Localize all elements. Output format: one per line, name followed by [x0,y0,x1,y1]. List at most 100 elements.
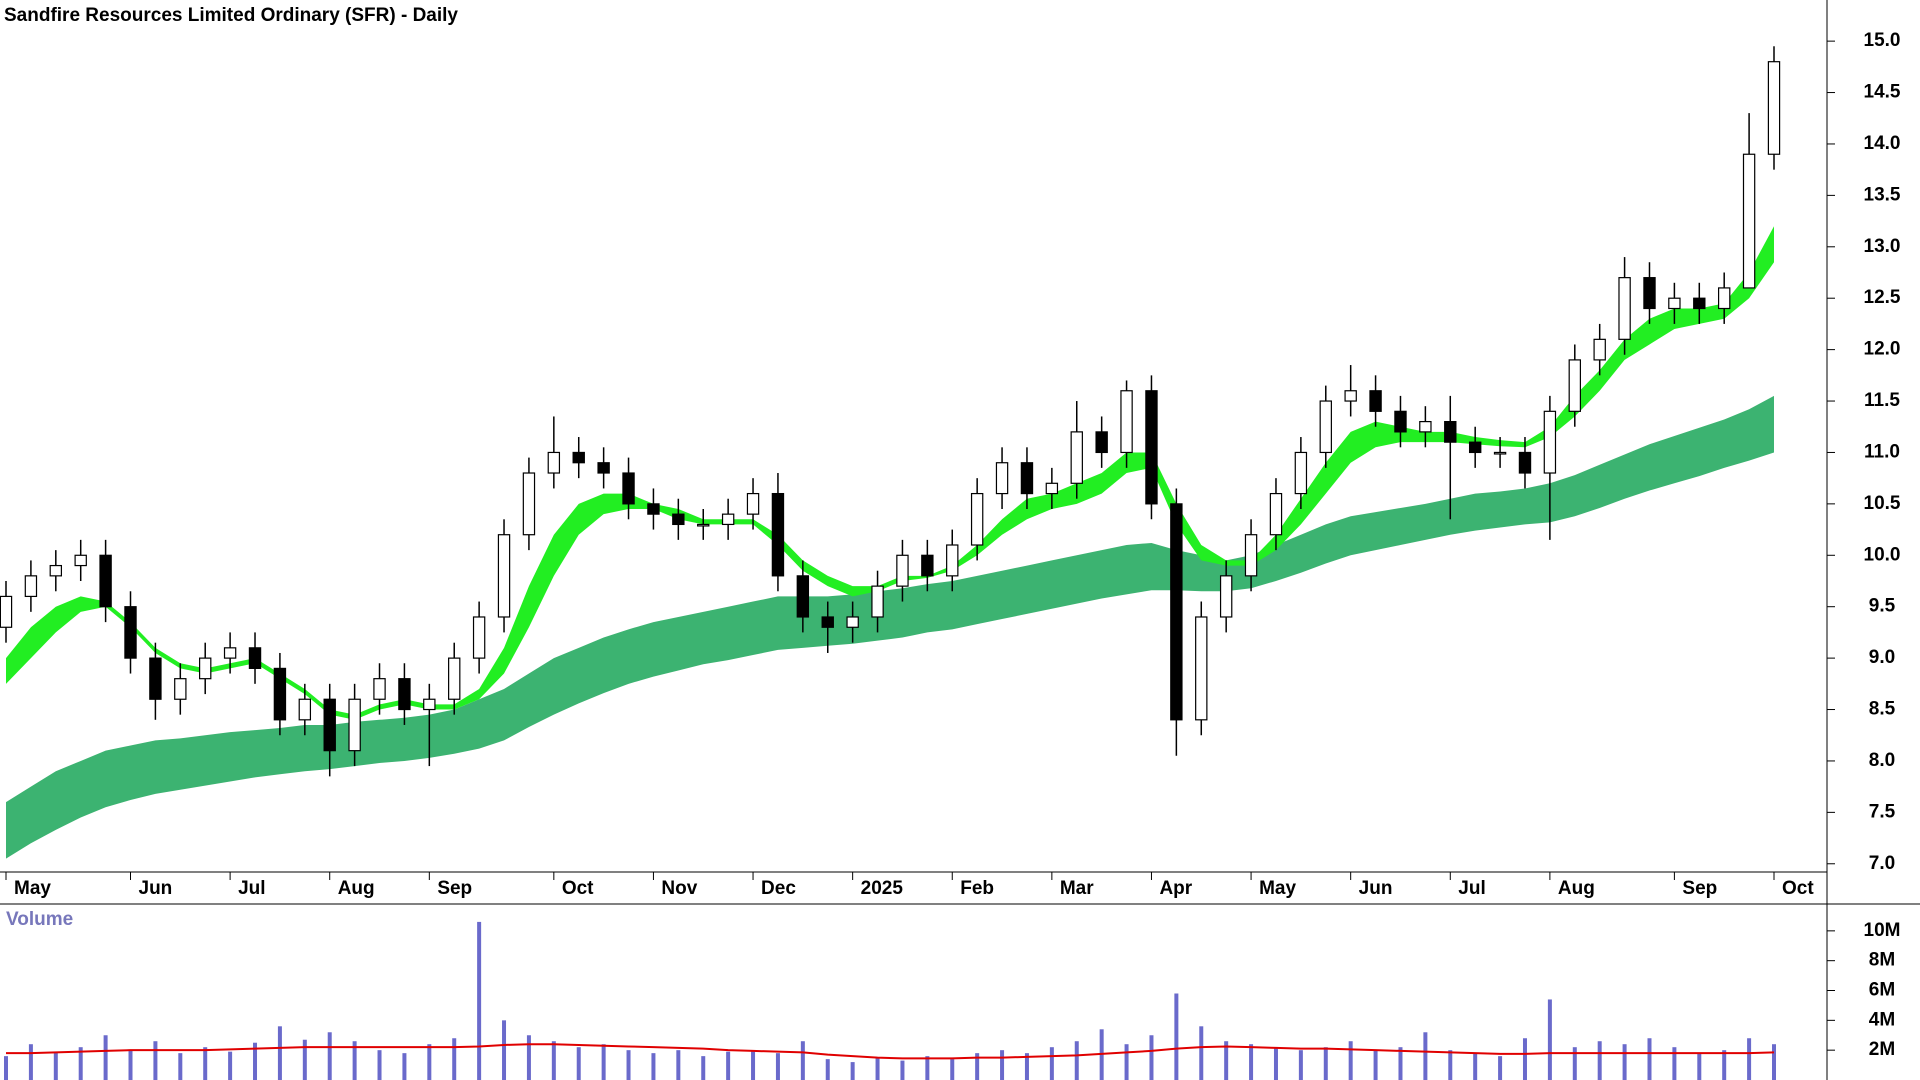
x-tick-label: Sep [437,878,472,899]
candle-body [348,698,361,752]
candle-body [124,606,137,659]
volume-bar [153,1041,158,1080]
volume-bar [676,1050,681,1080]
candle-body [1070,431,1083,484]
candle-body [99,554,112,608]
volume-bar [452,1038,457,1080]
candle-body [1294,451,1308,495]
x-tick-label: Oct [1782,878,1814,899]
y-tick-label: 2M [1869,1039,1895,1060]
volume-ma [6,1043,1775,1060]
candle-body [1195,616,1208,721]
candle-body [1543,410,1557,474]
candle-body [1269,492,1283,536]
volume-bar [551,1041,556,1080]
volume-bar [1722,1050,1727,1080]
volume-bar [78,1047,83,1080]
y-tick-label: 11.5 [1864,390,1900,411]
candle-body [921,554,934,577]
volume-bar [53,1051,58,1080]
y-tick-label: 7.5 [1869,801,1896,822]
candle-body [1319,400,1332,454]
volume-bar [1024,1053,1029,1080]
volume-bar [253,1042,258,1080]
candle-body [796,575,810,618]
candle-body [1767,61,1781,155]
volume-bar [875,1057,880,1080]
candle-body [721,513,735,526]
volume-bar [1249,1044,1254,1080]
volume-bar [377,1050,382,1080]
volume-bar [1423,1032,1428,1080]
ribbon [6,395,1774,859]
candle-body [472,616,486,659]
x-tick-label: Jul [238,878,265,899]
candle-body [522,472,536,536]
volume-bar [1174,993,1179,1080]
volume-bar [4,1056,8,1080]
candle-body [672,513,685,526]
candle-body [1468,441,1482,454]
candle-body [622,472,635,505]
candle-body [199,657,212,680]
x-tick-label: Aug [1558,878,1595,899]
volume-bar [1398,1047,1403,1080]
x-tick-label: Jun [1359,878,1393,899]
volume-bar [800,1041,805,1080]
volume-bar [1224,1041,1229,1080]
candle-body [572,451,585,464]
candle-body [298,698,312,721]
x-tick-label: May [1259,878,1296,899]
candle-body [647,503,660,515]
candle-body [946,544,959,577]
y-tick-label: 14.5 [1864,82,1901,103]
y-tick-label: 13.0 [1864,236,1901,257]
candle-body [1668,297,1681,310]
volume-bar [277,1026,282,1080]
y-tick-label: 15.0 [1864,30,1901,51]
candle-body [1095,431,1108,454]
y-tick-label: 4M [1869,1009,1895,1030]
candle-body [1568,359,1581,412]
candle-body [0,595,13,628]
candle-body [1244,534,1258,577]
volume-bar [178,1053,183,1080]
volume-bar [1348,1041,1353,1080]
volume-bar [975,1053,980,1080]
volume-bar [352,1041,357,1080]
candle-body [174,678,187,700]
y-tick-label: 12.5 [1864,287,1901,308]
candle-body [497,534,511,618]
volume-bar [427,1044,432,1080]
volume-bar [1373,1050,1378,1080]
candle-body [821,616,834,628]
candle-body [1518,451,1532,474]
volume-label: Volume [6,909,73,930]
candle-body [1145,390,1158,505]
volume-bar [701,1056,706,1080]
volume-bar [1498,1056,1503,1080]
y-tick-label: 12.0 [1864,339,1901,360]
volume-bar [1597,1041,1602,1080]
volume-bar [1199,1026,1204,1080]
volume-bar [203,1047,208,1080]
candle-body [373,678,386,700]
candle-body [995,462,1009,495]
x-tick-label: Mar [1060,878,1094,899]
volume-bar [1572,1047,1577,1080]
x-tick-label: Oct [562,878,594,899]
x-tick-label: Jul [1458,878,1485,899]
y-tick-label: 10M [1864,920,1901,941]
volume-bar [1522,1038,1527,1080]
volume-bar [1000,1050,1005,1080]
volume-bar [1747,1038,1752,1080]
candle-body [1344,390,1357,402]
candle-body [871,585,884,618]
candle-body [746,492,760,515]
x-tick-label: Nov [661,878,697,899]
x-tick-label: Aug [338,878,375,899]
volume-bar [626,1050,631,1080]
volume-bar [502,1020,507,1080]
volume-bar [1622,1044,1627,1080]
